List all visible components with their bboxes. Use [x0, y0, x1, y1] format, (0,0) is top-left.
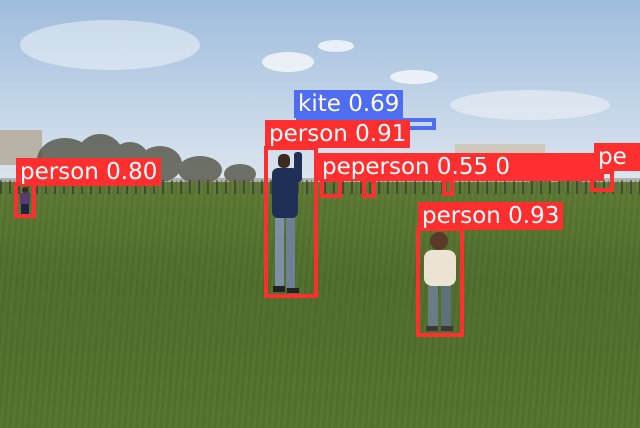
cloud [318, 40, 354, 52]
cloud [20, 20, 200, 70]
bounding-box-person [320, 178, 342, 198]
bounding-box-person [590, 170, 614, 192]
detection-label-person: person 0.93 [418, 202, 564, 230]
detection-label-person: person 0.80 [16, 158, 162, 186]
cloud [262, 52, 314, 72]
bounding-box-person [14, 182, 36, 218]
detection-label-person: person 0.91 [265, 120, 411, 148]
cloud [450, 90, 610, 120]
man-flying-kite [272, 152, 302, 293]
bounding-box-person [416, 227, 464, 337]
child-standing [424, 232, 456, 331]
bounding-box-person [362, 178, 376, 198]
distant-person-left [20, 187, 30, 214]
detection-label-kite: kite 0.69 [294, 90, 404, 118]
bounding-box-person [264, 146, 318, 298]
detection-label-person: pe [594, 143, 640, 171]
cloud [390, 70, 438, 84]
detection-label-person: peperson 0.55 0 [318, 153, 604, 181]
